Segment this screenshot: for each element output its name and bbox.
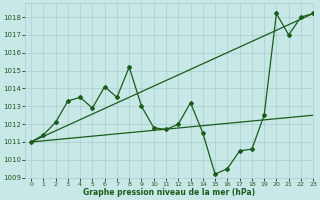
X-axis label: Graphe pression niveau de la mer (hPa): Graphe pression niveau de la mer (hPa) [83,188,255,197]
